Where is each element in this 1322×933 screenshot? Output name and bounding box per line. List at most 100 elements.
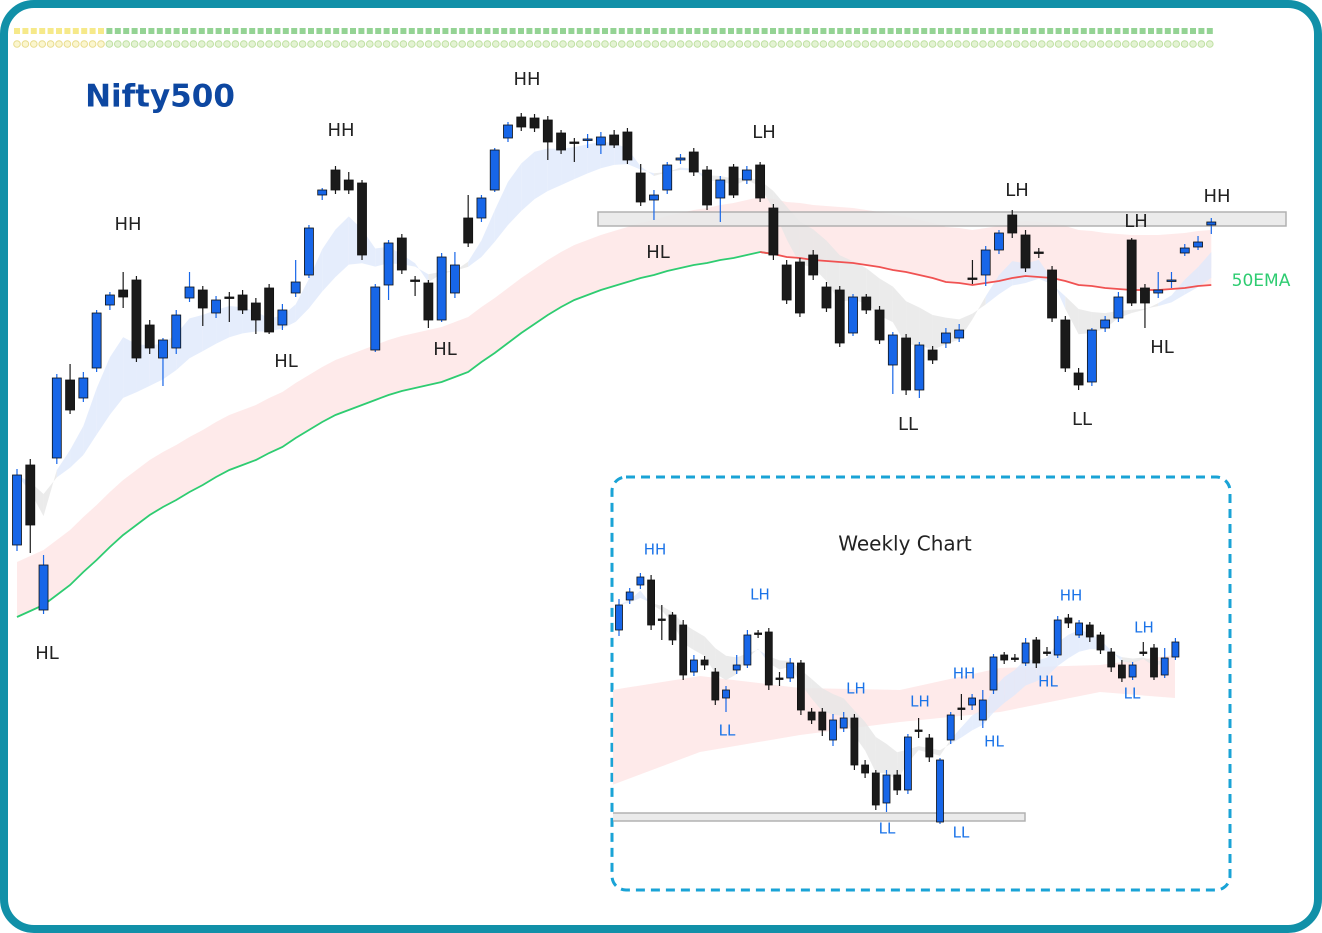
strip-dash <box>980 28 986 34</box>
strip-dot <box>256 40 265 48</box>
strip-dot <box>80 40 88 48</box>
strip-dash <box>971 28 978 34</box>
candle-body <box>941 332 951 344</box>
ema-cloud <box>70 426 84 468</box>
candle-body <box>1085 624 1094 638</box>
strip-dash <box>644 28 650 34</box>
strip-dash <box>954 28 961 34</box>
swing-label: HH <box>513 69 540 90</box>
strip-dash <box>753 28 760 34</box>
strip-dot <box>500 40 509 48</box>
strip-dot <box>38 40 47 48</box>
ema-cloud <box>308 249 323 309</box>
ema-cloud <box>534 148 548 200</box>
candle-body <box>396 237 407 271</box>
candle-body <box>786 662 795 679</box>
strip-dash <box>904 28 911 34</box>
candle-body <box>25 464 36 526</box>
candle-body <box>1021 642 1030 664</box>
candle-body <box>1206 221 1217 226</box>
strip-dot <box>895 40 903 48</box>
strip-dash <box>434 28 440 34</box>
strip-dot <box>634 40 643 48</box>
strip-dot <box>349 40 357 48</box>
strip-dot <box>441 40 450 48</box>
candle-body <box>625 591 634 601</box>
strip-dash <box>173 28 180 34</box>
strip-dot <box>1180 40 1189 48</box>
ema-cloud <box>481 210 495 257</box>
strip-dash <box>1190 28 1196 34</box>
strip-dash <box>249 28 256 34</box>
candle-body <box>807 711 816 721</box>
weekly-frame <box>610 475 1232 892</box>
candle-body <box>914 729 923 732</box>
strip-dash <box>1072 28 1079 34</box>
candle-body <box>516 116 527 128</box>
ema-cloud <box>1121 657 1133 663</box>
candle-body <box>615 604 623 631</box>
strip-dot <box>1038 40 1046 48</box>
ema-band <box>17 197 1212 617</box>
ema-cloud <box>640 166 654 176</box>
strip-dot <box>265 40 273 48</box>
strip-dot <box>374 40 383 48</box>
strip-dot <box>987 40 996 48</box>
strip-dash <box>240 28 247 34</box>
strip-dot <box>601 40 609 48</box>
candle-body <box>688 151 699 173</box>
strip-dot <box>475 40 483 48</box>
strip-dot <box>366 40 374 48</box>
strip-dot <box>72 40 80 48</box>
strip-dash <box>106 28 113 34</box>
strip-dot <box>693 40 702 48</box>
strip-dash <box>476 28 482 34</box>
strip-dot <box>147 40 156 48</box>
ema-cloud <box>43 470 57 517</box>
strip-dot <box>954 40 962 48</box>
strip-dash <box>1089 28 1096 34</box>
candle-body <box>1153 289 1164 294</box>
strip-dot <box>534 40 542 48</box>
strip-dot <box>172 40 181 48</box>
strip-dot <box>332 40 341 48</box>
ema-cloud <box>1068 630 1080 659</box>
candle-body <box>797 662 805 711</box>
ema-cloud <box>109 337 124 415</box>
strip-dash <box>921 28 928 34</box>
strip-dot <box>1155 40 1164 48</box>
candle-body <box>795 261 805 314</box>
strip-dot <box>30 40 38 48</box>
strip-dash <box>299 28 306 34</box>
swing-label: HH <box>114 214 141 235</box>
strip-dash <box>308 28 314 34</box>
strip-dot <box>836 40 845 48</box>
strip-dot <box>290 40 299 48</box>
candle-body <box>595 136 606 146</box>
swing-label: HH <box>953 665 976 683</box>
strip-dot <box>878 40 887 48</box>
ema-cloud <box>1004 669 1015 703</box>
strip-dot <box>46 40 55 48</box>
price-zone <box>613 812 1026 822</box>
candle-body <box>741 169 752 181</box>
ema-cloud <box>507 163 522 226</box>
ema-cloud <box>932 315 946 350</box>
strip-dash <box>1055 28 1062 34</box>
candle-body <box>290 281 301 294</box>
strip-dash <box>257 28 264 34</box>
candle-body <box>904 736 912 791</box>
swing-label: HL <box>274 351 298 372</box>
ema-cloud <box>1052 279 1066 309</box>
strip-dash <box>795 28 802 34</box>
candle-body <box>722 689 730 699</box>
candle-body <box>118 289 129 298</box>
candle-body <box>211 299 221 314</box>
strip-dash <box>576 28 583 34</box>
strip-dot <box>424 40 433 48</box>
strip-dot <box>861 40 870 48</box>
candle-body <box>1096 634 1105 651</box>
strip-dash <box>467 28 474 34</box>
strip-dash <box>324 28 331 34</box>
strip-dash <box>417 28 424 34</box>
